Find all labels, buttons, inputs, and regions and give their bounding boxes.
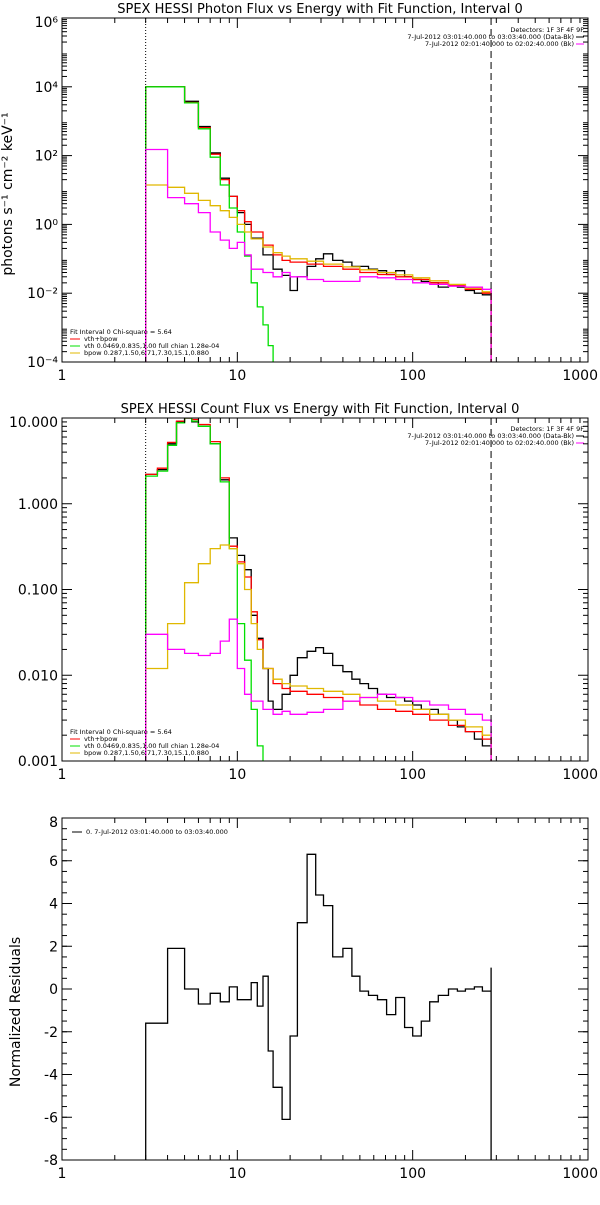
residuals-x-tick-label: 1000 [562,1166,598,1182]
residuals-y-tick-label: 8 [49,815,58,831]
photon-x-tick-label: 10 [228,368,246,384]
residuals-legend-label: 0. 7-Jul-2012 03:01:40.000 to 03:03:40.0… [86,828,228,836]
photon-y-tick-label: 10⁶ [35,15,59,31]
count-y-tick-label: 10.000 [9,415,58,431]
residuals-panel: Normalized Residuals 0. 7-Jul-2012 03:01… [8,815,598,1182]
residuals-y-tick-label: 4 [49,897,58,913]
count-x-tick-label: 1000 [562,767,598,783]
photon-y-tick-label: 10² [35,149,58,165]
residuals-y-tick-label: 2 [49,939,58,955]
residuals-x-tick-label: 100 [399,1166,426,1182]
residuals-y-tick-label: 6 [49,854,58,870]
count-chart-title: SPEX HESSI Count Flux vs Energy with Fit… [121,402,520,417]
count-y-tick-label: 0.001 [18,754,58,770]
photon-fit-line-3: vth 0.0469,0.835,1.00 full chian 1.28e-0… [84,342,219,350]
count-x-tick-label: 100 [399,767,426,783]
residuals-y-axis-label: Normalized Residuals [8,937,24,1087]
photon-y-tick-label: 10⁻² [27,286,58,302]
photon-series-bk [145,148,492,362]
residuals-series-0- [145,853,492,1160]
count-fit-line-2: vth+bpow [84,735,118,743]
count-fit-line-1: Fit Interval 0 Chi-square = 5.64 [70,728,172,736]
count-series-group [145,418,492,761]
residuals-y-tick-label: 0 [49,982,58,998]
count-fit-line-3: vth 0.0469,0.835,1.00 full chian 1.28e-0… [84,742,219,750]
photon-fit-line-4: bpow 0.287,1.50,6.71,7.30,15.1,0.880 [84,349,209,357]
residuals-x-tick-label: 1 [58,1166,67,1182]
count-header-line-2: 7-Jul-2012 02:01:40.000 to 02:02:40.000 … [425,439,574,447]
count-series-vth [145,418,264,761]
photon-y-tick-label: 10⁻⁴ [27,355,58,371]
photon-series-vth-bpow [145,86,492,362]
residuals-x-tick-label: 10 [228,1166,246,1182]
photon-y-tick-label: 10⁴ [35,80,59,96]
photon-fit-line-2: vth+bpow [84,335,118,343]
residuals-y-tick-label: -2 [44,1025,58,1041]
photon-series-vth [145,86,274,362]
photon-fit-line-1: Fit Interval 0 Chi-square = 5.64 [70,328,172,336]
photon-series-bpow [145,184,492,362]
count-y-tick-label: 0.100 [18,583,58,599]
photon-header-line-1: 7-Jul-2012 03:01:40.000 to 03:03:40.000 … [407,33,574,41]
residuals-y-tick-label: -8 [44,1153,58,1169]
count-y-tick-label: 1.000 [18,497,58,513]
residuals-y-tick-label: -6 [44,1110,58,1126]
count-series-bpow [145,544,492,761]
photon-flux-panel: SPEX HESSI Photon Flux vs Energy with Fi… [0,2,598,384]
count-flux-panel: SPEX HESSI Count Flux vs Energy with Fit… [9,402,598,783]
count-detectors-label: Detectors: 1F 3F 4F 9F [510,425,584,433]
count-x-tick-label: 10 [228,767,246,783]
photon-x-tick-label: 1 [58,368,67,384]
count-series-bk [145,618,492,761]
photon-x-tick-label: 1000 [562,368,598,384]
photon-detectors-label: Detectors: 1F 3F 4F 9F [510,26,584,34]
photon-x-tick-label: 100 [399,368,426,384]
count-x-tick-label: 1 [58,767,67,783]
residuals-series-group [145,853,492,1160]
photon-axes-frame [61,17,589,363]
photon-y-axis-label: photons s⁻¹ cm⁻² keV⁻¹ [0,112,16,275]
residuals-y-tick-label: -4 [44,1068,58,1084]
photon-series-group [145,86,492,362]
count-y-tick-label: 0.010 [18,668,58,684]
photon-chart-title: SPEX HESSI Photon Flux vs Energy with Fi… [117,2,523,17]
photon-y-tick-label: 10⁰ [35,217,59,233]
count-fit-line-4: bpow 0.287,1.50,6.71,7.30,15.1,0.880 [84,749,209,757]
photon-header-line-2: 7-Jul-2012 02:01:40.000 to 02:02:40.000 … [425,40,574,48]
